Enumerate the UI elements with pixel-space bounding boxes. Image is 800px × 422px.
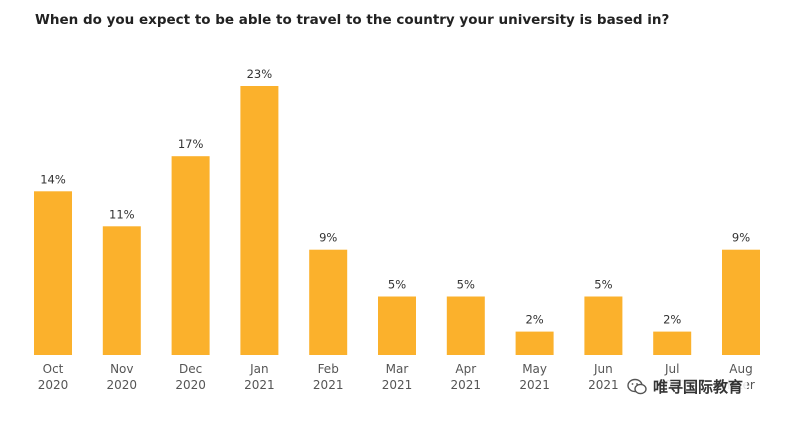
x-tick-label-1-1: 2020 [107,378,138,392]
x-tick-label-5-0: Mar [386,362,409,376]
value-label-2: 17% [178,137,204,151]
value-labels-group: 14% 11% 17% 23% 9% 5% 5% 2% 5% 2% 9% [40,67,750,327]
x-tick-label-7-1: 2021 [519,378,550,392]
value-label-7: 2% [525,313,543,327]
bar-9 [653,331,692,355]
watermark: 唯寻国际教育 [623,376,748,397]
bar-1 [102,226,141,355]
value-label-10: 9% [732,231,750,245]
bar-10 [722,249,760,355]
chart-title: When do you expect to be able to travel … [35,12,670,28]
x-tick-label-8-0: Jun [593,362,613,376]
x-tick-label-2-1: 2020 [175,378,206,392]
bar-8 [584,296,623,355]
value-label-0: 14% [40,172,66,186]
bars-group [34,86,760,355]
x-tick-label-8-1: 2021 [588,378,619,392]
x-tick-label-6-1: 2021 [451,378,482,392]
bar-3 [240,86,279,355]
x-tick-label-0-1: 2020 [38,378,69,392]
value-label-3: 23% [247,67,273,81]
value-label-5: 5% [388,278,406,292]
value-label-4: 9% [319,231,337,245]
x-tick-label-7-0: May [522,362,547,376]
wechat-icon [627,378,647,394]
value-label-8: 5% [594,278,612,292]
bar-7 [515,331,554,355]
x-tick-label-2-0: Dec [179,362,202,376]
bar-4 [309,249,348,355]
x-tick-label-4-0: Feb [318,362,339,376]
bar-5 [378,296,416,355]
bar-6 [446,296,485,355]
x-tick-label-5-1: 2021 [382,378,413,392]
watermark-text: 唯寻国际教育 [653,378,744,396]
x-tick-label-4-1: 2021 [313,378,344,392]
x-tick-label-3-0: Jan [249,362,269,376]
x-tick-label-0-0: Oct [43,362,64,376]
value-label-9: 2% [663,313,681,327]
x-tick-label-9-0: Jul [664,362,679,376]
value-label-6: 5% [457,278,475,292]
bar-0 [34,191,72,355]
x-tick-label-3-1: 2021 [244,378,275,392]
x-tick-label-10-0: Aug [729,362,752,376]
x-tick-label-6-0: Apr [455,362,476,376]
bar-2 [171,156,210,355]
value-label-1: 11% [109,207,135,221]
x-tick-label-1-0: Nov [110,362,133,376]
